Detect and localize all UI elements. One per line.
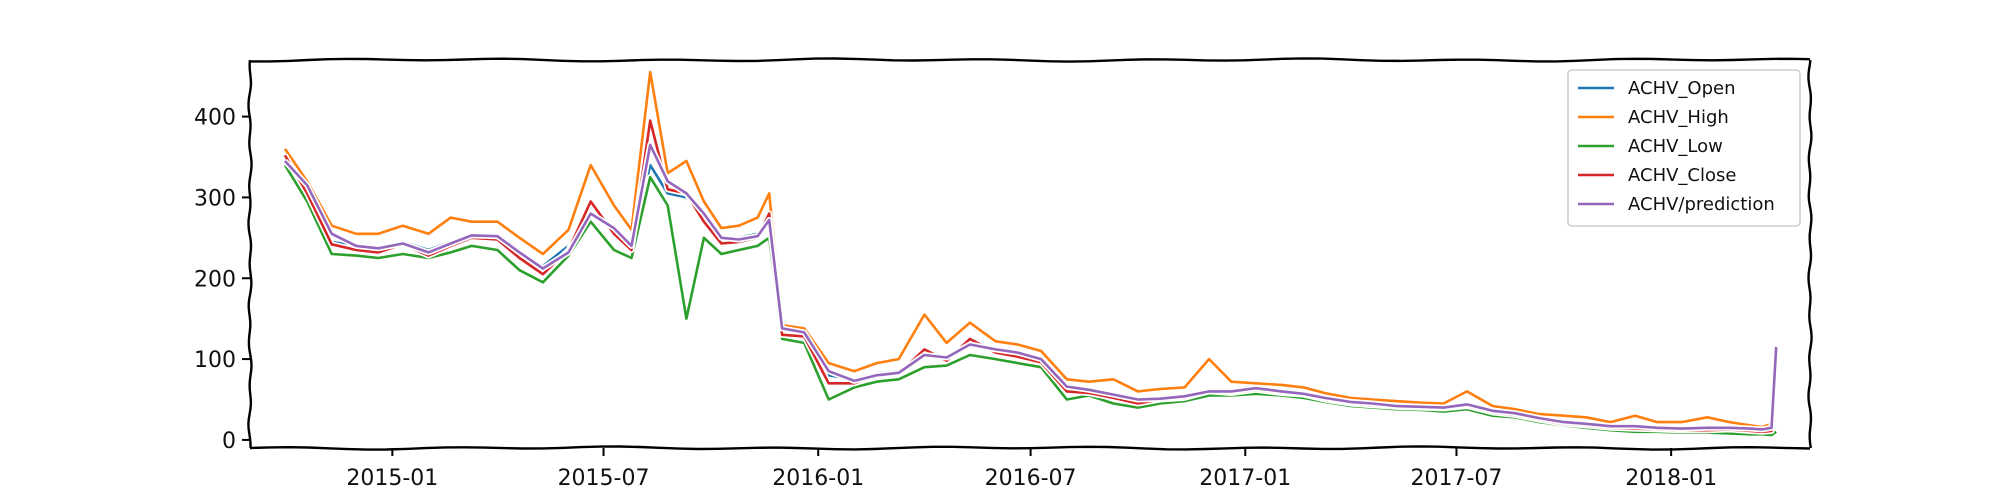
x-tick-label: 2018-01 [1625, 466, 1717, 491]
x-tick-label: 2017-07 [1411, 466, 1503, 491]
x-tick-label: 2016-07 [985, 466, 1077, 491]
y-tick-label: 300 [194, 186, 236, 211]
series-layer [282, 69, 1780, 439]
x-tick-label: 2017-01 [1199, 466, 1291, 491]
y-tick-label: 0 [222, 429, 236, 454]
x-tick-label: 2016-01 [772, 466, 864, 491]
legend-label-achv-low: ACHV_Low [1628, 136, 1723, 157]
series-halo-achv-open [282, 155, 1780, 434]
legend-label-achv-prediction: ACHV/prediction [1628, 194, 1775, 215]
series-line-achv-low [283, 164, 1777, 437]
series-halo-achv-prediction [282, 141, 1780, 433]
axis-layer: 2015-01 2015-07 2016-01 2016-07 2017-01 2017-… [194, 106, 1717, 491]
plot-frame [247, 57, 1813, 451]
series-line-achv-high [283, 70, 1778, 429]
series-halo-achv-low [282, 163, 1778, 439]
legend-label-achv-open: ACHV_Open [1628, 78, 1736, 99]
x-tick-label: 2015-07 [558, 466, 650, 491]
legend-box [1567, 69, 1801, 227]
y-tick-label: 200 [194, 267, 236, 292]
series-line-achv-close [283, 119, 1778, 434]
series-halo-achv-close [282, 117, 1780, 435]
series-line-achv-open [283, 156, 1778, 432]
legend: ACHV_Open ACHV_High ACHV_Low ACHV_Close ACHV… [1567, 69, 1801, 227]
series-line-achv-prediction [284, 143, 1778, 431]
y-tick-label: 100 [194, 348, 236, 373]
x-tick-label: 2015-01 [346, 466, 438, 491]
legend-label-achv-high: ACHV_High [1628, 107, 1729, 128]
y-tick-label: 400 [194, 106, 236, 131]
legend-label-achv-close: ACHV_Close [1628, 165, 1736, 186]
